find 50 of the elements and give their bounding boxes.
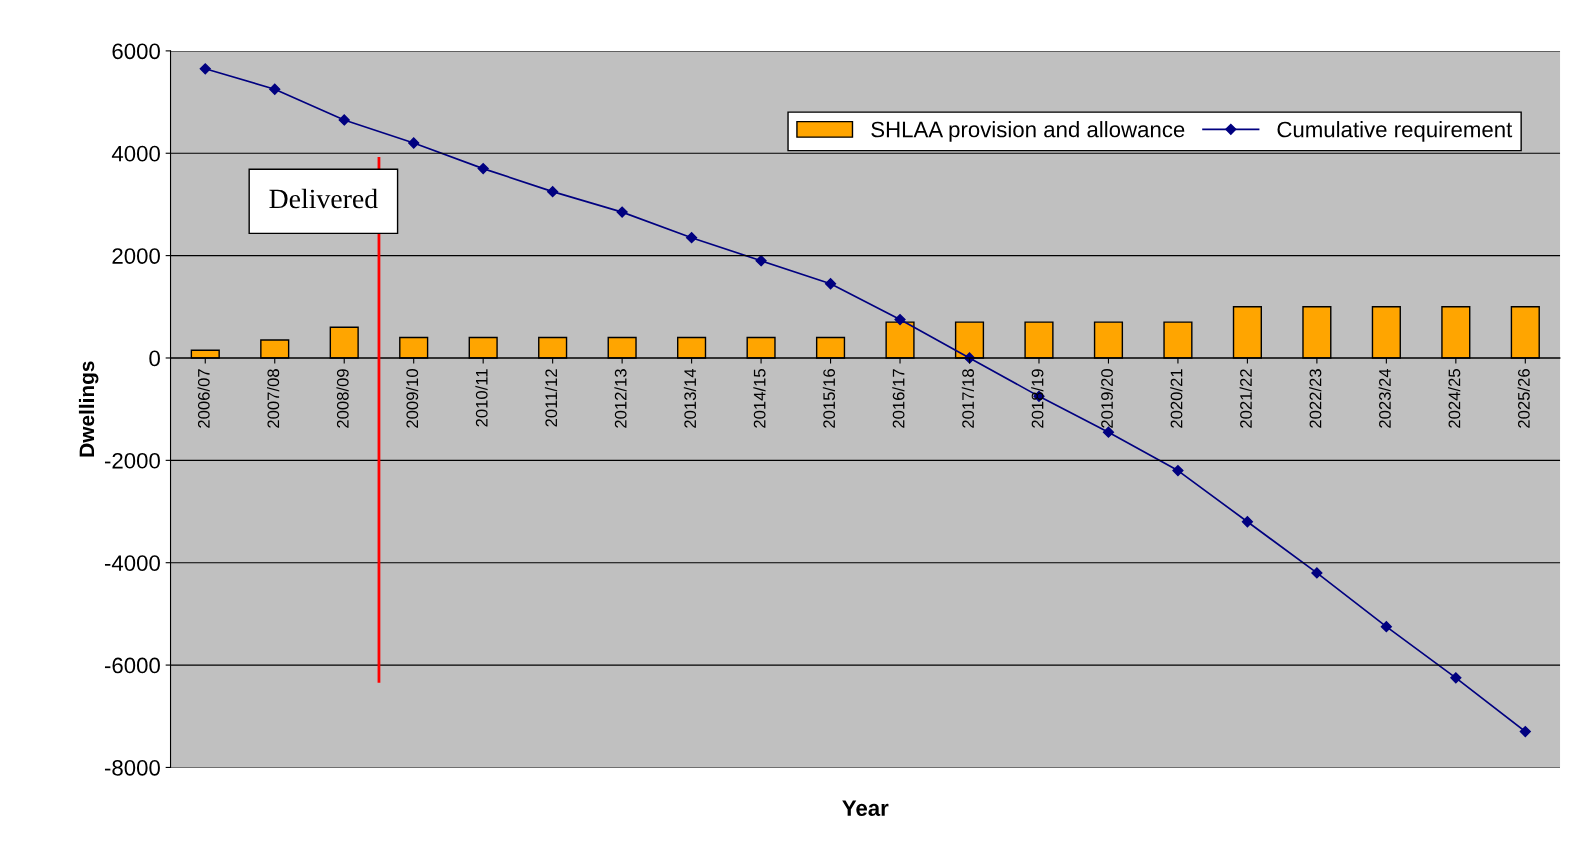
- y-tick-label: 6000: [112, 43, 160, 60]
- point: [1172, 464, 1184, 477]
- x-tick-label: 2024/25: [1448, 369, 1461, 428]
- x-tick-label: 2017/18: [961, 369, 974, 428]
- y-tick-label: -4000: [104, 555, 160, 571]
- x-tick-label: 2012/13: [614, 369, 627, 428]
- point: [1311, 567, 1323, 579]
- point: [408, 137, 420, 149]
- x-tick-label: 2016/17: [892, 369, 905, 428]
- y-tick-label: 0: [149, 350, 160, 367]
- y-axis-title: Dwellings: [78, 361, 99, 457]
- point: [547, 186, 559, 198]
- x-tick-label: 2007/08: [266, 369, 280, 428]
- point: [894, 313, 906, 326]
- y-tick-label: -2000: [104, 452, 160, 469]
- point: [1241, 516, 1254, 528]
- x-tick-label: 2013/14: [683, 368, 697, 428]
- point: [338, 114, 350, 126]
- x-tick-label: 2006/07: [197, 369, 210, 428]
- x-tick-label: 2015/16: [822, 369, 836, 428]
- point: [1450, 672, 1462, 684]
- legend-label: Cumulative requirement: [1277, 121, 1513, 142]
- x-tick-label: 2021/22: [1239, 369, 1252, 428]
- point: [199, 63, 211, 75]
- y-tick-label: -6000: [104, 657, 160, 674]
- x-tick-label: 2025/26: [1517, 369, 1530, 428]
- point: [1380, 621, 1392, 633]
- x-tick-label: 2022/23: [1309, 369, 1322, 428]
- legend-label: SHLAA provision and allowance: [871, 121, 1185, 142]
- y-tick-label: -8000: [104, 759, 160, 776]
- annotation: Delivered: [269, 188, 378, 209]
- y-tick-label: 2000: [112, 248, 160, 264]
- x-tick-label: 2020/21: [1170, 369, 1183, 428]
- x-tick-label: 2008/09: [336, 369, 349, 428]
- point: [824, 278, 837, 290]
- x-axis-title: Year: [842, 800, 889, 817]
- x-tick-label: 2011/12: [544, 369, 558, 427]
- x-tick-label: 2014/15: [753, 369, 766, 428]
- x-tick-label: 2023/24: [1378, 368, 1391, 428]
- x-tick-label: 2009/10: [405, 369, 419, 428]
- y-tick-label: 4000: [111, 145, 160, 162]
- point: [685, 232, 698, 244]
- point: [755, 255, 767, 267]
- point: [616, 206, 628, 218]
- point: [269, 83, 281, 95]
- point: [477, 162, 489, 175]
- point: [1519, 726, 1531, 738]
- x-tick-label: 2010/11: [475, 369, 488, 427]
- x-tick-label: 2018/19: [1031, 369, 1044, 428]
- x-tick-label: 2019/20: [1100, 369, 1113, 428]
